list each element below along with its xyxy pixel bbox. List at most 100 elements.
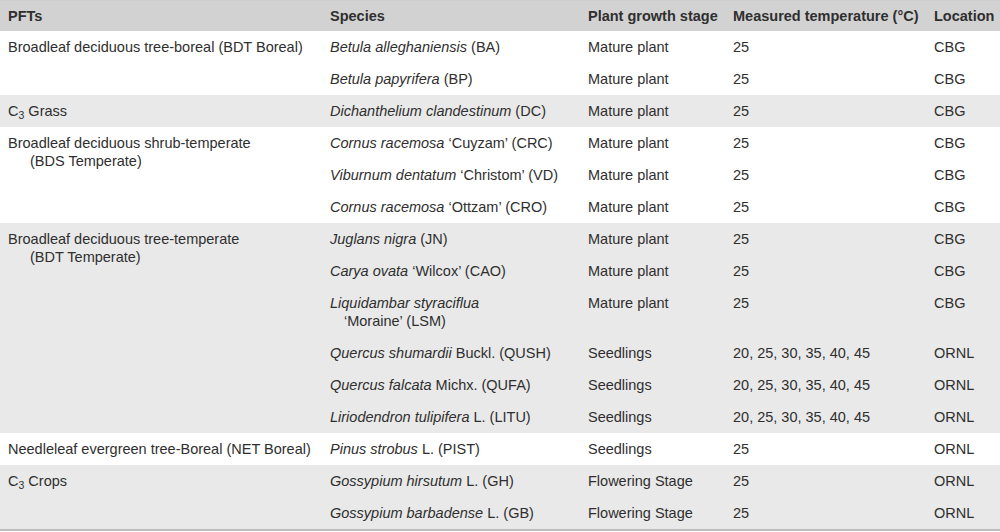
- subscript-3: 3: [18, 109, 24, 121]
- growth-stage-cell: Mature plant: [588, 287, 733, 337]
- species-binomial: Liquidambar styraciflua: [330, 295, 479, 311]
- temperature-cell: 25: [733, 31, 934, 63]
- temperature-cell: 25: [733, 159, 934, 191]
- location-cell: CBG: [934, 127, 1000, 159]
- species-cell: Viburnum dentatum ‘Christom’ (VD): [330, 159, 588, 191]
- table-body: Broadleaf deciduous tree-boreal (BDT Bor…: [0, 31, 1000, 530]
- temperature-cell: 25: [733, 191, 934, 223]
- pft-label: Broadleaf deciduous tree-boreal (BDT Bor…: [8, 38, 330, 56]
- species-cell: Liquidambar styraciflua‘Moraine’ (LSM): [330, 287, 588, 337]
- table-row: C3 CropsGossypium hirsutum L. (GH)Flower…: [0, 465, 1000, 497]
- temperature-cell: 25: [733, 465, 934, 497]
- species-cell: Dichanthelium clandestinum (DC): [330, 95, 588, 127]
- species-cell: Cornus racemosa ‘Ottzam’ (CRO): [330, 191, 588, 223]
- temperature-cell: 25: [733, 287, 934, 337]
- growth-stage-cell: Seedlings: [588, 433, 733, 465]
- species-cell: Quercus shumardii Buckl. (QUSH): [330, 337, 588, 369]
- location-cell: CBG: [934, 191, 1000, 223]
- species-cell: Gossypium barbadense L. (GB): [330, 497, 588, 530]
- species-cell: Pinus strobus L. (PIST): [330, 433, 588, 465]
- growth-stage-cell: Mature plant: [588, 191, 733, 223]
- column-header-species: Species: [330, 1, 588, 32]
- temperature-cell: 25: [733, 223, 934, 255]
- temperature-cell: 20, 25, 30, 35, 40, 45: [733, 337, 934, 369]
- column-header-pfts: PFTs: [0, 1, 330, 32]
- pft-cell: Broadleaf deciduous shrub-temperate(BDS …: [0, 127, 330, 223]
- location-cell: ORNL: [934, 433, 1000, 465]
- table-row: Broadleaf deciduous shrub-temperate(BDS …: [0, 127, 1000, 159]
- header-row: PFTs Species Plant growth stage Measured…: [0, 1, 1000, 32]
- species-binomial: Liriodendron tulipifera: [330, 409, 469, 425]
- location-cell: ORNL: [934, 401, 1000, 433]
- pft-cell: Broadleaf deciduous tree-temperate(BDT T…: [0, 223, 330, 433]
- pft-cell: Broadleaf deciduous tree-boreal (BDT Bor…: [0, 31, 330, 95]
- pft-cell: C3 Crops: [0, 465, 330, 530]
- pft-label: C3 Grass: [8, 102, 330, 120]
- pft-cell: Needleleaf evergreen tree-Boreal (NET Bo…: [0, 433, 330, 465]
- growth-stage-cell: Seedlings: [588, 337, 733, 369]
- species-binomial: Quercus shumardii: [330, 345, 452, 361]
- location-cell: ORNL: [934, 369, 1000, 401]
- location-cell: CBG: [934, 95, 1000, 127]
- species-cell: Betula papyrifera (BP): [330, 63, 588, 95]
- pft-species-table: PFTs Species Plant growth stage Measured…: [0, 0, 1000, 531]
- growth-stage-cell: Seedlings: [588, 369, 733, 401]
- temperature-cell: 25: [733, 127, 934, 159]
- location-cell: CBG: [934, 63, 1000, 95]
- table-row: C3 GrassDichanthelium clandestinum (DC)M…: [0, 95, 1000, 127]
- species-binomial: Gossypium hirsutum: [330, 473, 462, 489]
- temperature-cell: 25: [733, 63, 934, 95]
- temperature-cell: 20, 25, 30, 35, 40, 45: [733, 401, 934, 433]
- location-cell: ORNL: [934, 465, 1000, 497]
- pft-label: Broadleaf deciduous tree-temperate: [8, 230, 330, 248]
- table-row: Needleleaf evergreen tree-Boreal (NET Bo…: [0, 433, 1000, 465]
- growth-stage-cell: Flowering Stage: [588, 465, 733, 497]
- species-binomial: Gossypium barbadense: [330, 505, 483, 521]
- species-binomial: Juglans nigra: [330, 231, 416, 247]
- location-cell: CBG: [934, 287, 1000, 337]
- species-binomial: Betula papyrifera: [330, 71, 440, 87]
- pft-label: C3 Crops: [8, 472, 330, 490]
- species-cell: Carya ovata ‘Wilcox’ (CAO): [330, 255, 588, 287]
- growth-stage-cell: Mature plant: [588, 95, 733, 127]
- column-header-location: Location: [934, 1, 1000, 32]
- location-cell: ORNL: [934, 497, 1000, 530]
- species-cell: Liriodendron tulipifera L. (LITU): [330, 401, 588, 433]
- temperature-cell: 25: [733, 95, 934, 127]
- temperature-cell: 25: [733, 255, 934, 287]
- species-binomial: Dichanthelium clandestinum: [330, 103, 511, 119]
- growth-stage-cell: Flowering Stage: [588, 497, 733, 530]
- location-cell: CBG: [934, 31, 1000, 63]
- growth-stage-cell: Mature plant: [588, 255, 733, 287]
- species-cell: Gossypium hirsutum L. (GH): [330, 465, 588, 497]
- species-cell: Cornus racemosa ‘Cuyzam’ (CRC): [330, 127, 588, 159]
- location-cell: CBG: [934, 223, 1000, 255]
- pft-cell: C3 Grass: [0, 95, 330, 127]
- species-binomial: Cornus racemosa: [330, 199, 444, 215]
- species-cell: Quercus falcata Michx. (QUFA): [330, 369, 588, 401]
- species-binomial: Pinus strobus: [330, 441, 418, 457]
- subscript-3: 3: [18, 479, 24, 491]
- species-cell: Betula alleghaniensis (BA): [330, 31, 588, 63]
- species-binomial: Carya ovata: [330, 263, 408, 279]
- growth-stage-cell: Mature plant: [588, 223, 733, 255]
- growth-stage-cell: Mature plant: [588, 159, 733, 191]
- pft-label-line2: (BDT Temperate): [8, 248, 330, 266]
- table-header: PFTs Species Plant growth stage Measured…: [0, 1, 1000, 32]
- location-cell: ORNL: [934, 337, 1000, 369]
- pft-label: Broadleaf deciduous shrub-temperate: [8, 134, 330, 152]
- growth-stage-cell: Mature plant: [588, 127, 733, 159]
- growth-stage-cell: Seedlings: [588, 401, 733, 433]
- location-cell: CBG: [934, 159, 1000, 191]
- temperature-cell: 25: [733, 497, 934, 530]
- temperature-cell: 20, 25, 30, 35, 40, 45: [733, 369, 934, 401]
- species-binomial: Betula alleghaniensis: [330, 39, 467, 55]
- species-binomial: Viburnum dentatum: [330, 167, 456, 183]
- species-binomial: Quercus falcata: [330, 377, 432, 393]
- species-binomial: Cornus racemosa: [330, 135, 444, 151]
- pft-label-line2: (BDS Temperate): [8, 152, 330, 170]
- column-header-measured-temperature: Measured temperature (°C): [733, 1, 934, 32]
- growth-stage-cell: Mature plant: [588, 63, 733, 95]
- location-cell: CBG: [934, 255, 1000, 287]
- pft-label: Needleleaf evergreen tree-Boreal (NET Bo…: [8, 440, 330, 458]
